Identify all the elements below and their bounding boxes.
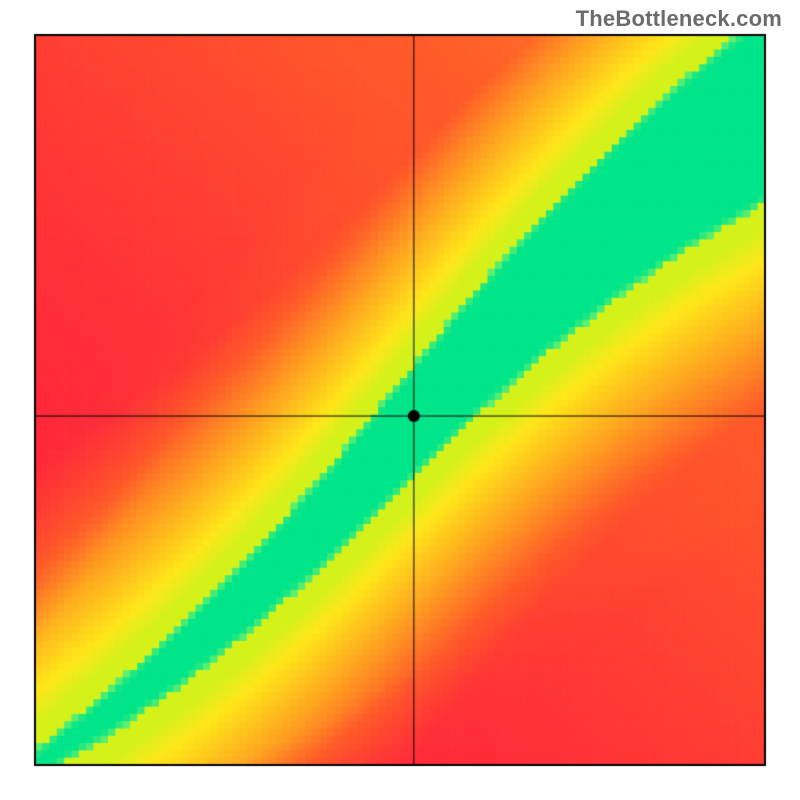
chart-container: TheBottleneck.com (0, 0, 800, 800)
bottleneck-heatmap-canvas (0, 0, 800, 800)
watermark-text: TheBottleneck.com (576, 6, 782, 32)
